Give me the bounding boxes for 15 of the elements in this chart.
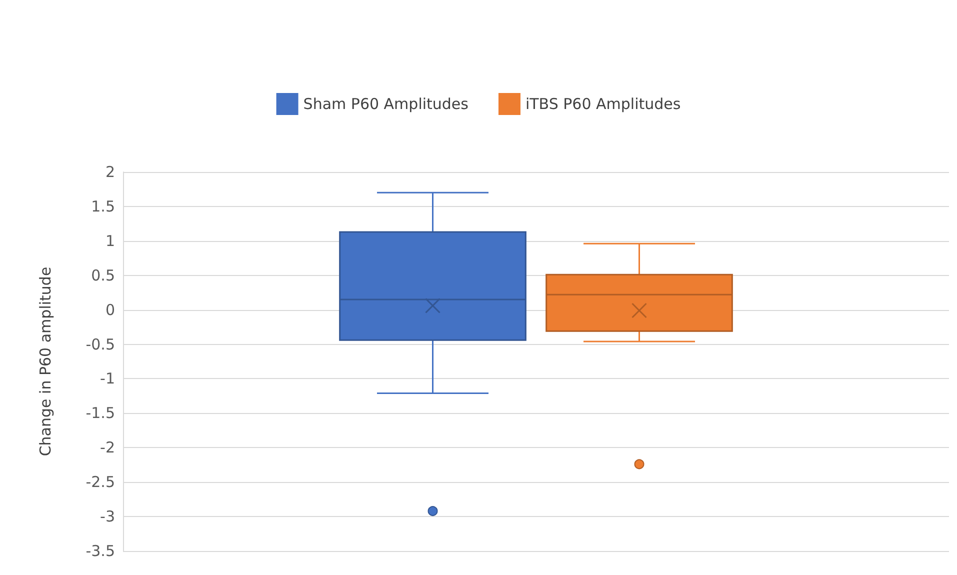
y-tick-label: 0	[105, 300, 115, 319]
y-tick-label: 1.5	[91, 197, 115, 216]
y-tick-label: -1	[100, 370, 115, 388]
y-axis-title: Change in P60 amplitude	[36, 266, 54, 456]
y-tick-label: -1.5	[86, 404, 115, 422]
legend-label: iTBS P60 Amplitudes	[525, 95, 681, 113]
y-tick-label: -3	[100, 508, 115, 526]
legend-label: Sham P60 Amplitudes	[303, 95, 469, 113]
y-tick-label: 1	[105, 232, 115, 250]
y-tick-label: -2	[100, 438, 115, 457]
y-tick-label: -3.5	[86, 542, 115, 560]
y-tick-label: 2	[105, 163, 115, 181]
y-tick-label: -0.5	[86, 335, 115, 354]
y-tick-label: -2.5	[86, 473, 115, 492]
y-tick-label: 0.5	[91, 266, 115, 284]
